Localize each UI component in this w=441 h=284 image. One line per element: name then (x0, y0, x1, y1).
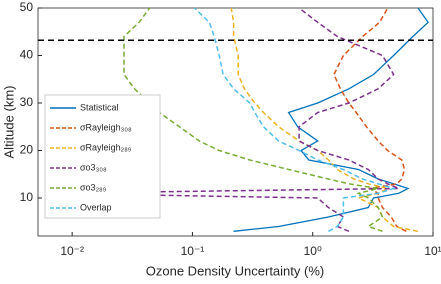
legend-box (44, 94, 161, 219)
x-axis-label: Ozone Density Uncertainty (%) (146, 263, 324, 278)
x-tick-label: 10⁻¹ (181, 244, 205, 258)
x-tick-label: 10¹ (424, 244, 441, 258)
series-line (333, 7, 407, 232)
legend-label: Overlap (80, 202, 112, 212)
y-tick-label: 30 (20, 95, 34, 109)
series-line (47, 7, 400, 232)
x-tick-label: 10⁻² (60, 244, 84, 258)
y-tick-label: 40 (20, 48, 34, 62)
series-line (193, 7, 397, 232)
legend: Statistical σRayleigh₃₀₈ σRayleigh₂₈₉ σo3₃₀… (44, 94, 161, 219)
legend-label: σRayleigh₂₈₉ (80, 142, 132, 152)
legend-label: σo3₃₀₈ (80, 162, 107, 172)
y-tick-label: 50 (20, 0, 34, 14)
series-line (230, 7, 419, 233)
legend-label: σRayleigh₃₀₈ (80, 122, 132, 132)
y-tick-label: 10 (20, 190, 34, 204)
legend-label: σo3₂₈₉ (80, 182, 107, 192)
y-axis-label: Altitude (km) (1, 86, 16, 159)
y-tick-label: 20 (20, 143, 34, 157)
x-tick-label: 10⁰ (304, 244, 322, 258)
legend-label: Statistical (80, 102, 119, 112)
series-line (123, 7, 384, 233)
series-line (233, 7, 429, 232)
